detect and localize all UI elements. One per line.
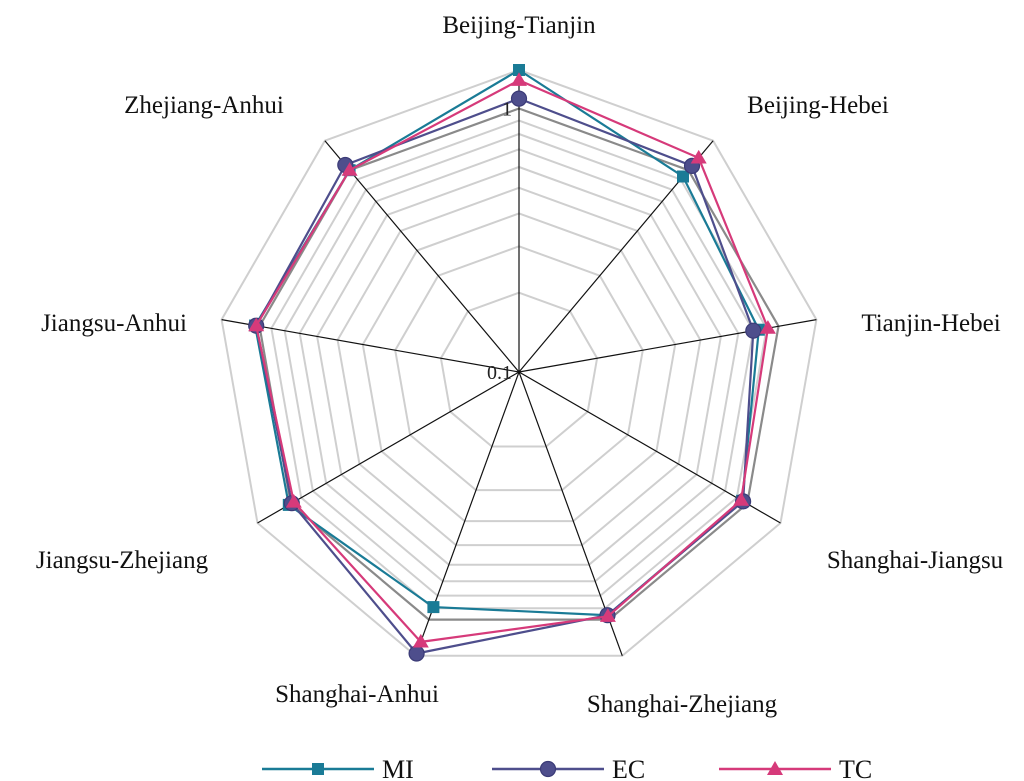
- data-point-tc: [690, 149, 707, 164]
- category-label: Shanghai-Jiangsu: [827, 547, 1004, 574]
- grid-ring: [220, 68, 818, 657]
- data-point-tc: [412, 633, 429, 648]
- grid-ring: [361, 212, 677, 523]
- legend-label: MI: [382, 755, 414, 781]
- axis-spoke: [221, 319, 520, 373]
- category-label: Zhejiang-Anhui: [124, 92, 284, 119]
- series-line-ec: [255, 97, 755, 655]
- data-point-tc: [733, 492, 750, 506]
- legend-label: EC: [612, 755, 645, 781]
- data-point-mi: [513, 64, 525, 76]
- data-point-tc: [248, 317, 265, 332]
- category-label: Beijing-Hebei: [747, 92, 889, 119]
- legend-marker: [767, 761, 783, 775]
- data-point-tc: [511, 72, 527, 86]
- data-point-mi: [427, 601, 440, 614]
- legend-item-ec: EC: [492, 755, 645, 781]
- grid-ring: [298, 148, 740, 583]
- grid-ring: [394, 245, 644, 492]
- axis-spoke: [324, 140, 520, 373]
- radar-grid: [220, 68, 818, 657]
- tick-label: 0.1: [487, 362, 512, 384]
- axis-spoke: [257, 371, 520, 524]
- grid-ring: [283, 132, 755, 597]
- data-point-ec: [408, 645, 425, 662]
- category-label: Jiangsu-Anhui: [41, 310, 187, 337]
- legend-marker: [539, 760, 557, 778]
- grid-ring: [336, 186, 702, 547]
- data-point-tc: [285, 494, 302, 508]
- grid-ring: [258, 107, 780, 621]
- data-point-tc: [599, 608, 616, 622]
- legend: MI EC TC: [262, 755, 872, 781]
- legend-marker: [312, 763, 324, 775]
- legend-item-mi: MI: [262, 755, 414, 781]
- category-label: Shanghai-Anhui: [275, 681, 439, 708]
- category-label: Jiangsu-Zhejiang: [36, 547, 209, 574]
- legend-label: TC: [839, 755, 872, 781]
- category-label: Beijing-Tianjin: [442, 12, 596, 39]
- series-tc: [248, 72, 776, 648]
- tick-label: 1: [502, 99, 512, 121]
- radar-labels: 1 0.1 Beijing-Tianjin Beijing-Hebei Tianjin-…: [36, 12, 1004, 718]
- category-label: Tianjin-Hebei: [861, 310, 1000, 337]
- axis-spoke: [415, 371, 520, 657]
- category-label: Shanghai-Zhejiang: [587, 691, 778, 718]
- radar-series: [248, 64, 776, 662]
- data-point-ec: [745, 322, 762, 339]
- series-line-tc: [255, 79, 770, 644]
- grid-ring: [439, 291, 599, 448]
- data-point-mi: [677, 170, 689, 183]
- grid-ring: [316, 165, 722, 566]
- data-point-ec: [510, 90, 528, 107]
- legend-item-tc: TC: [719, 755, 872, 781]
- data-point-tc: [341, 162, 358, 176]
- data-point-tc: [759, 320, 776, 334]
